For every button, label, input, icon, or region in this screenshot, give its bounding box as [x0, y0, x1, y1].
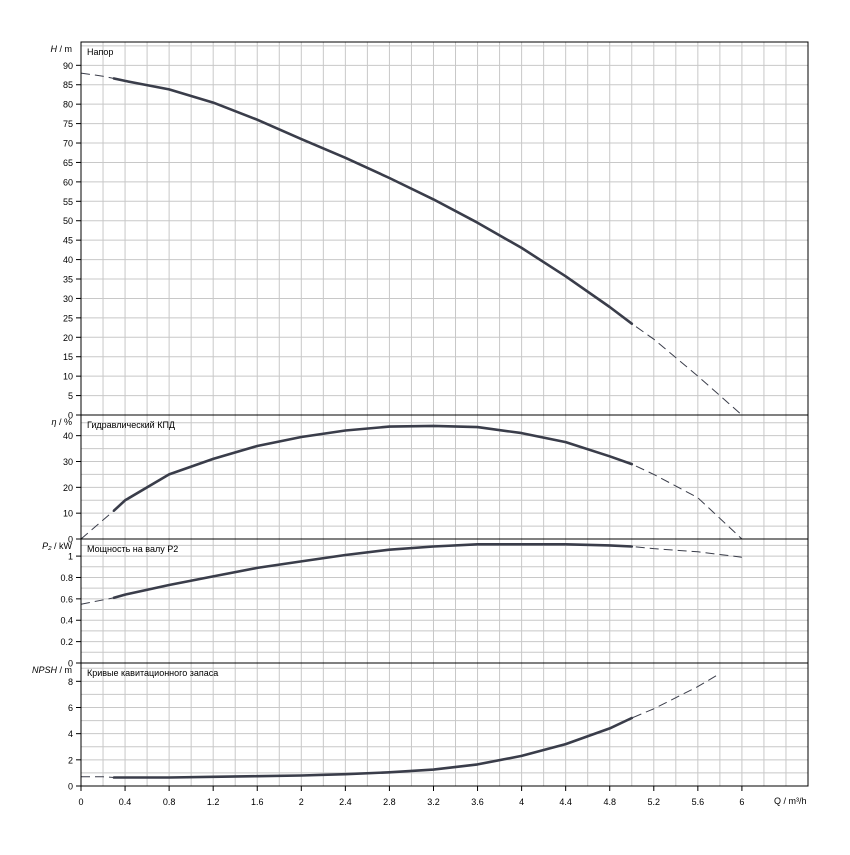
panel-title: Кривые кавитационного запаса	[87, 668, 218, 678]
panel-title: Напор	[87, 47, 113, 57]
y-tick-label: 40	[63, 255, 73, 265]
grid-layer	[81, 42, 808, 786]
y-tick-label: 85	[63, 80, 73, 90]
y-tick-label: 55	[63, 197, 73, 207]
x-tick-label: 4.8	[603, 797, 616, 807]
y-tick-label: 25	[63, 313, 73, 323]
frame-layer	[76, 41, 809, 791]
y-tick-label: 1	[68, 552, 73, 562]
x-tick-label: 2.8	[383, 797, 396, 807]
x-tick-label: 3.2	[427, 797, 440, 807]
panel-frame	[80, 414, 809, 540]
y-tick-label: 20	[63, 483, 73, 493]
y-tick-label: 35	[63, 275, 73, 285]
y-tick-label: 8	[68, 677, 73, 687]
x-tick-label: 2.4	[339, 797, 352, 807]
x-tick-label: 5.2	[648, 797, 661, 807]
y-tick-label: 70	[63, 139, 73, 149]
y-tick-label: 2	[68, 755, 73, 765]
y-axis-label: NPSH / m	[32, 665, 72, 675]
y-tick-label: 50	[63, 216, 73, 226]
y-tick-label: 10	[63, 509, 73, 519]
y-tick-label: 75	[63, 119, 73, 129]
x-tick-label: 1.6	[251, 797, 264, 807]
curve-layer	[80, 72, 743, 779]
y-tick-label: 0	[68, 535, 73, 545]
y-tick-label: 60	[63, 177, 73, 187]
x-tick-label: 0.8	[163, 797, 176, 807]
y-tick-label: 0	[68, 659, 73, 669]
x-tick-label: 0.4	[119, 797, 132, 807]
curve-npsh	[112, 716, 634, 779]
curve-dashed-npsh	[81, 673, 721, 778]
y-tick-label: 80	[63, 100, 73, 110]
x-tick-label: 6	[739, 797, 744, 807]
y-tick-label: 0.6	[60, 594, 73, 604]
y-tick-label: 5	[68, 391, 73, 401]
panel-frame	[80, 662, 809, 787]
x-tick-label: 3.6	[471, 797, 484, 807]
x-tick-label: 4	[519, 797, 524, 807]
curve-efficiency	[112, 424, 634, 512]
y-axis-label: P₂ / kW	[42, 541, 72, 551]
y-tick-label: 4	[68, 729, 73, 739]
y-tick-label: 30	[63, 457, 73, 467]
x-tick-label: 5.6	[692, 797, 705, 807]
y-tick-label: 0	[68, 411, 73, 421]
curve-head	[112, 77, 634, 325]
y-tick-label: 40	[63, 431, 73, 441]
x-tick-label: 1.2	[207, 797, 220, 807]
y-axis-label: η / %	[51, 417, 72, 427]
panel-frame	[80, 41, 809, 416]
y-tick-label: 0.4	[60, 616, 73, 626]
y-tick-label: 0.2	[60, 637, 73, 647]
y-tick-label: 30	[63, 294, 73, 304]
panel-title: Мощность на валу P2	[87, 544, 178, 554]
y-tick-label: 90	[63, 61, 73, 71]
curve-power	[112, 543, 634, 600]
y-tick-label: 20	[63, 333, 73, 343]
x-tick-label: 2	[299, 797, 304, 807]
x-tick-label: 0	[78, 797, 83, 807]
panel-title: Гидравлический КПД	[87, 420, 175, 430]
y-tick-label: 0	[68, 782, 73, 792]
y-tick-label: 6	[68, 703, 73, 713]
y-axis-label: H / m	[51, 44, 73, 54]
y-tick-label: 15	[63, 352, 73, 362]
label-layer: 0 0.4 0.8 1.2 1.6 2 2.4 2.8 3.2 3.6 4 4.4 4.8 5.2 5.6 6…	[32, 44, 744, 807]
x-tick-label: 4.4	[559, 797, 572, 807]
y-tick-label: 0.8	[60, 573, 73, 583]
y-tick-label: 65	[63, 158, 73, 168]
y-tick-label: 10	[63, 372, 73, 382]
y-tick-label: 45	[63, 236, 73, 246]
x-axis-label: Q / m³/h	[774, 796, 807, 806]
panel-frame	[80, 538, 809, 664]
